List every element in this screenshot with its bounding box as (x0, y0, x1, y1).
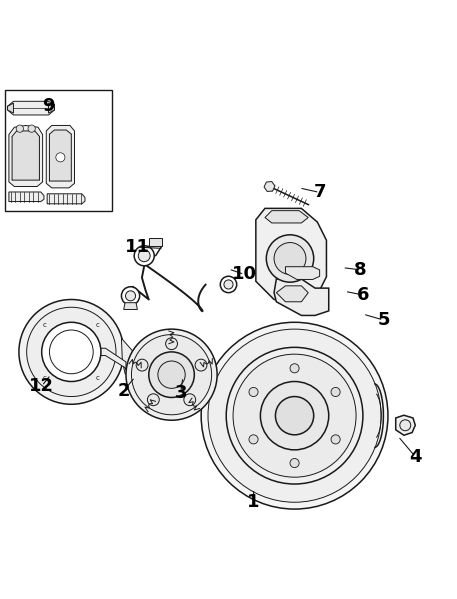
Text: c: c (96, 376, 100, 382)
Polygon shape (49, 130, 71, 181)
Text: 6: 6 (356, 286, 369, 304)
Circle shape (224, 280, 233, 289)
Text: 4: 4 (409, 447, 421, 465)
Circle shape (126, 291, 136, 301)
Circle shape (260, 382, 329, 450)
Text: 2: 2 (117, 382, 130, 400)
Text: 8: 8 (354, 261, 367, 279)
Circle shape (184, 394, 196, 406)
Text: 10: 10 (232, 265, 257, 283)
Text: c: c (96, 322, 100, 328)
Text: 7: 7 (314, 183, 326, 201)
Text: c: c (43, 322, 47, 328)
Text: 9: 9 (43, 97, 55, 115)
Circle shape (249, 388, 258, 397)
Circle shape (276, 397, 314, 435)
Circle shape (331, 388, 340, 397)
Circle shape (149, 352, 194, 398)
Polygon shape (256, 208, 326, 304)
Circle shape (134, 246, 154, 266)
Circle shape (266, 235, 314, 282)
Circle shape (274, 243, 306, 274)
Polygon shape (265, 211, 308, 223)
Text: 5: 5 (377, 311, 390, 329)
Circle shape (165, 338, 177, 350)
Text: 3: 3 (175, 384, 187, 402)
Circle shape (132, 335, 212, 415)
Polygon shape (274, 279, 329, 316)
Polygon shape (12, 131, 39, 180)
Circle shape (233, 354, 356, 477)
Circle shape (249, 435, 258, 444)
Circle shape (27, 307, 116, 397)
Circle shape (220, 276, 237, 293)
Circle shape (16, 125, 23, 132)
Circle shape (28, 125, 35, 132)
Circle shape (201, 322, 388, 509)
Text: 1: 1 (247, 493, 260, 512)
Polygon shape (9, 125, 43, 186)
Polygon shape (47, 194, 85, 204)
Circle shape (19, 300, 124, 404)
Circle shape (42, 322, 101, 382)
Circle shape (136, 359, 148, 371)
Polygon shape (122, 338, 144, 379)
Circle shape (138, 250, 150, 262)
Circle shape (56, 153, 65, 162)
Circle shape (158, 361, 185, 388)
Circle shape (208, 329, 381, 502)
Circle shape (148, 394, 159, 406)
Polygon shape (96, 348, 126, 370)
Polygon shape (46, 125, 74, 188)
Circle shape (226, 347, 363, 484)
Polygon shape (149, 238, 162, 246)
Polygon shape (276, 286, 308, 302)
Text: 12: 12 (29, 377, 54, 395)
Bar (5, 90, 112, 211)
Circle shape (126, 329, 217, 420)
Polygon shape (48, 103, 54, 113)
Polygon shape (124, 302, 138, 310)
Text: c: c (43, 376, 47, 382)
Polygon shape (7, 103, 13, 113)
Circle shape (290, 364, 299, 373)
Text: 11: 11 (125, 238, 150, 256)
Circle shape (331, 435, 340, 444)
Polygon shape (286, 267, 319, 280)
Circle shape (400, 420, 411, 431)
Circle shape (195, 359, 207, 371)
Polygon shape (9, 192, 44, 201)
Polygon shape (396, 415, 415, 435)
Circle shape (122, 287, 140, 305)
Polygon shape (7, 101, 54, 115)
Circle shape (290, 458, 299, 468)
Circle shape (49, 330, 93, 374)
Polygon shape (264, 181, 275, 192)
